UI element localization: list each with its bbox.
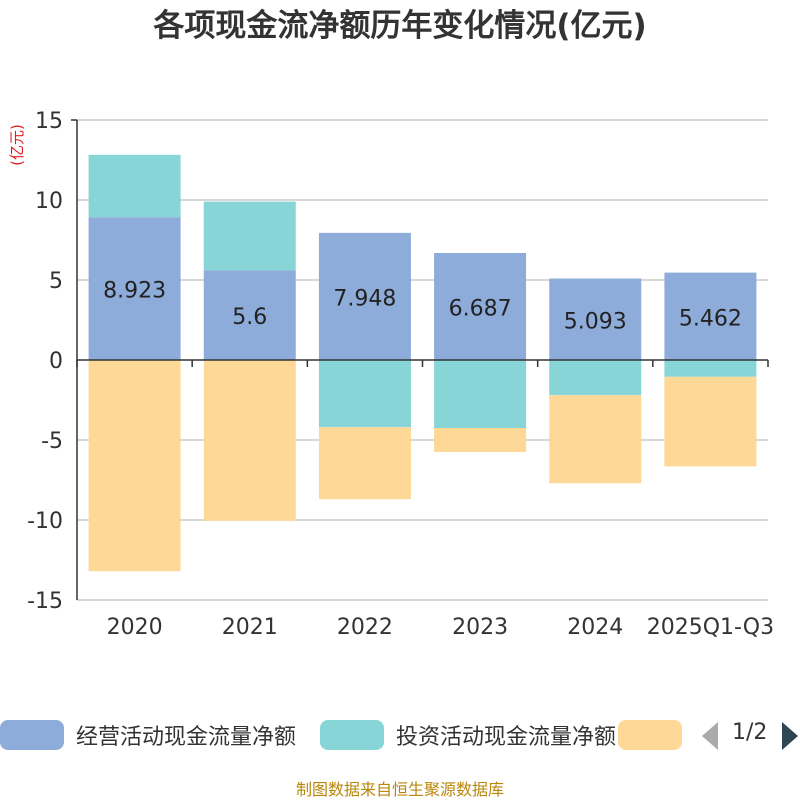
- bar-2024-series-2: [549, 395, 642, 484]
- data-source: 制图数据来自恒生聚源数据库: [295, 780, 504, 799]
- legend-item-financing[interactable]: [618, 712, 682, 758]
- bar-2021-series-1: [203, 201, 296, 271]
- y-tick-label: 10: [35, 189, 63, 214]
- x-tick-label: 2021: [222, 615, 278, 640]
- x-tick-label: 2022: [337, 615, 393, 640]
- grid-layer: [77, 119, 768, 601]
- bar-2020-series-0: [88, 217, 181, 360]
- label-layer: 8.923 5.6 7.948 6.687 5.093 5.462: [103, 279, 742, 335]
- bar-2021-series-2: [203, 360, 296, 521]
- bar-2020-series-2: [88, 360, 181, 572]
- legend-swatch-operating: [0, 720, 64, 750]
- bar-2021-series-0: [203, 270, 296, 360]
- data-label: 6.687: [449, 297, 512, 322]
- data-label: 5.093: [564, 309, 627, 334]
- bar-2020-series-1: [88, 154, 181, 218]
- prev-page-icon[interactable]: [702, 722, 718, 750]
- legend-label-operating: 经营活动现金流量净额: [76, 725, 297, 750]
- legend-item-operating[interactable]: 经营活动现金流量净额: [0, 712, 296, 758]
- legend-swatch-investing: [320, 720, 384, 750]
- y-tick-label: 0: [49, 349, 63, 374]
- legend-pager: 1/2: [700, 714, 800, 758]
- legend-swatch-financing: [618, 720, 682, 750]
- bar-2022-series-1: [318, 360, 411, 428]
- data-label: 5.6: [232, 305, 267, 330]
- data-label: 8.923: [103, 279, 166, 304]
- bar-2022-series-2: [318, 427, 411, 500]
- bar-layer: [88, 154, 757, 572]
- chart-title: 各项现金流净额历年变化情况(亿元): [153, 8, 647, 44]
- bar-2025Q1-Q3-series-2: [664, 376, 757, 467]
- y-tick-label: -10: [27, 509, 63, 534]
- axis-layer: 15 10 5 0 -5 -10 -15 (亿元) 2020 2021 2022 2023 2024 20…: [8, 109, 774, 640]
- y-axis-label: (亿元): [8, 124, 26, 166]
- bar-2024-series-0: [549, 278, 642, 360]
- legend-label-investing: 投资活动现金流量净额: [396, 725, 617, 750]
- bar-2025Q1-Q3-series-1: [664, 360, 757, 377]
- x-tick-label: 2025Q1-Q3: [647, 615, 774, 640]
- bar-2024-series-1: [549, 360, 642, 396]
- bar-2025Q1-Q3-series-0: [664, 272, 757, 360]
- x-tick-label: 2020: [107, 615, 163, 640]
- y-tick-label: 5: [49, 269, 63, 294]
- legend-item-investing[interactable]: 投资活动现金流量净额: [320, 712, 616, 758]
- data-label: 5.462: [679, 306, 742, 331]
- bar-2022-series-0: [318, 232, 411, 360]
- y-tick-label: 15: [35, 109, 63, 134]
- bar-2023-series-1: [434, 360, 527, 428]
- y-tick-label: -5: [41, 429, 63, 454]
- bar-2023-series-0: [434, 253, 527, 360]
- y-tick-label: -15: [27, 589, 63, 614]
- x-tick-label: 2023: [452, 615, 508, 640]
- next-page-icon[interactable]: [782, 722, 798, 750]
- x-tick-label: 2024: [567, 615, 623, 640]
- legend-page-indicator: 1/2: [732, 720, 768, 745]
- data-label: 7.948: [333, 286, 396, 311]
- bar-2023-series-2: [434, 428, 527, 452]
